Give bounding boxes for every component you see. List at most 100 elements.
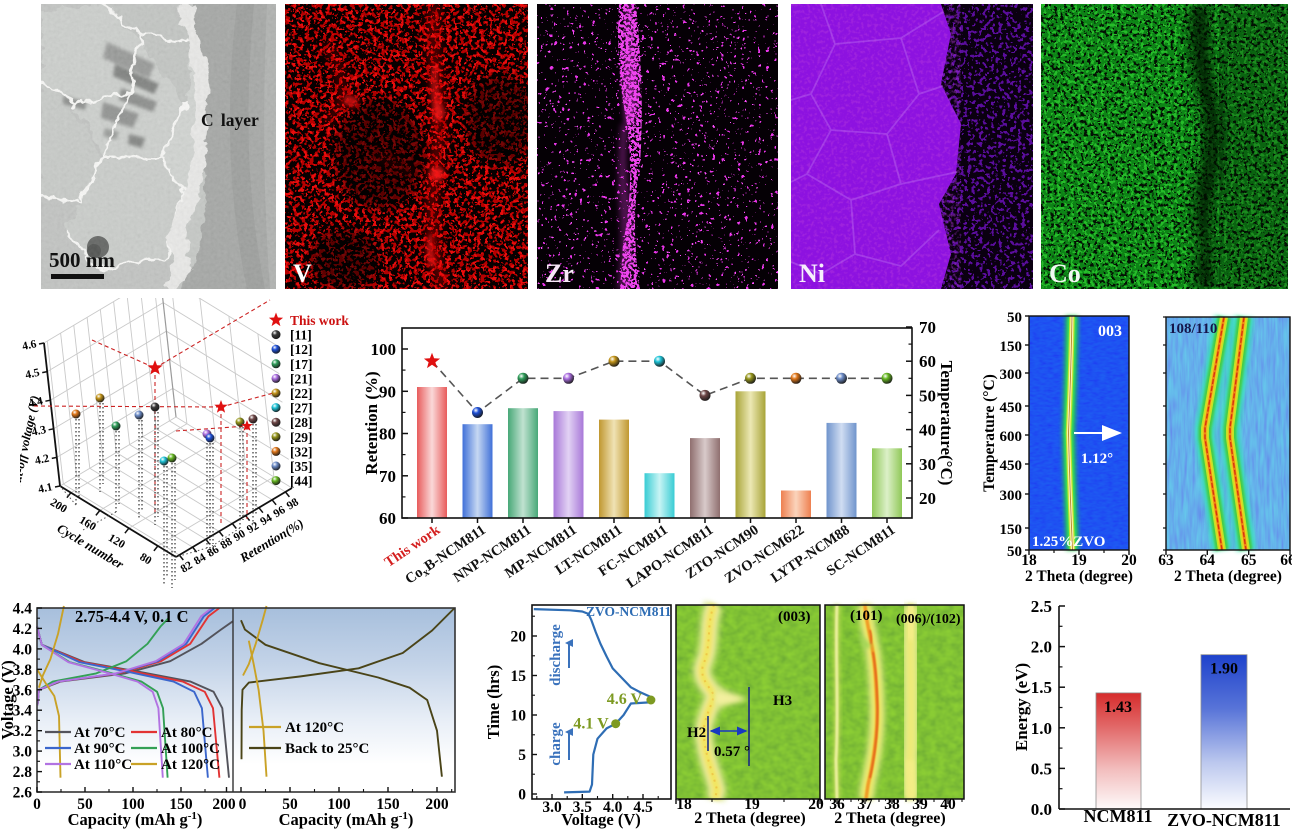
svg-text:3.0: 3.0 bbox=[542, 799, 562, 816]
svg-text:1.5: 1.5 bbox=[1031, 678, 1052, 697]
svg-text:ZVO-NCM811: ZVO-NCM811 bbox=[1167, 810, 1281, 830]
svg-text:[11]: [11] bbox=[290, 328, 312, 343]
svg-text:64: 64 bbox=[1200, 552, 1216, 569]
svg-text:1.0: 1.0 bbox=[1031, 719, 1052, 738]
svg-text:4.4: 4.4 bbox=[13, 601, 33, 618]
svg-text:4.3: 4.3 bbox=[31, 424, 48, 439]
svg-text:20: 20 bbox=[919, 489, 936, 508]
svg-text:150: 150 bbox=[376, 796, 400, 813]
svg-text:Capacity (mAh g-1): Capacity (mAh g-1) bbox=[279, 810, 414, 829]
svg-text:200: 200 bbox=[212, 796, 236, 813]
svg-text:At 120°C: At 120°C bbox=[161, 757, 220, 773]
svg-text:200: 200 bbox=[48, 497, 69, 516]
svg-text:NCM811: NCM811 bbox=[1084, 806, 1153, 826]
svg-text:[12]: [12] bbox=[290, 342, 313, 357]
svg-text:3.0: 3.0 bbox=[13, 744, 33, 761]
svg-text:4.1 V: 4.1 V bbox=[573, 716, 609, 733]
svg-text:(101): (101) bbox=[850, 608, 883, 624]
svg-text:[22]: [22] bbox=[290, 386, 313, 401]
svg-text:80: 80 bbox=[379, 425, 396, 444]
svg-text:2 Theta (degree): 2 Theta (degree) bbox=[1174, 568, 1282, 585]
svg-text:Cut-off voltage (V): Cut-off voltage (V) bbox=[20, 394, 42, 492]
svg-text:[28]: [28] bbox=[290, 415, 313, 430]
svg-text:50: 50 bbox=[1007, 544, 1022, 560]
svg-text:40: 40 bbox=[940, 796, 956, 813]
svg-text:60: 60 bbox=[379, 509, 396, 528]
svg-text:70: 70 bbox=[379, 467, 396, 486]
svg-text:This work: This work bbox=[290, 313, 349, 328]
svg-text:88: 88 bbox=[219, 536, 235, 552]
svg-text:4.2: 4.2 bbox=[34, 453, 51, 468]
svg-text:2.5: 2.5 bbox=[1031, 597, 1052, 616]
svg-text:4.1: 4.1 bbox=[37, 481, 54, 496]
svg-text:60: 60 bbox=[919, 352, 936, 371]
svg-text:300: 300 bbox=[1000, 488, 1023, 504]
svg-text:0.0: 0.0 bbox=[1031, 800, 1052, 819]
svg-text:Voltage (V): Voltage (V) bbox=[561, 810, 641, 829]
svg-text:[44]: [44] bbox=[290, 474, 313, 489]
svg-text:Voltage (V): Voltage (V) bbox=[0, 660, 17, 740]
svg-text:100: 100 bbox=[121, 796, 145, 813]
svg-text:18: 18 bbox=[1021, 552, 1037, 569]
svg-text:4.0: 4.0 bbox=[13, 641, 33, 658]
svg-text:[17]: [17] bbox=[290, 357, 313, 372]
svg-text:Retention (%): Retention (%) bbox=[362, 371, 381, 474]
svg-text:80: 80 bbox=[137, 551, 153, 567]
svg-text:4.2: 4.2 bbox=[13, 621, 33, 638]
svg-text:0.5: 0.5 bbox=[1031, 759, 1052, 778]
svg-text:96: 96 bbox=[272, 504, 288, 520]
svg-text:100: 100 bbox=[371, 340, 397, 359]
svg-text:0: 0 bbox=[239, 796, 247, 813]
svg-text:94: 94 bbox=[258, 512, 274, 528]
svg-text:1.12°: 1.12° bbox=[1081, 451, 1113, 467]
svg-text:0.57 °: 0.57 ° bbox=[714, 744, 750, 760]
svg-text:600: 600 bbox=[1000, 429, 1023, 445]
svg-text:4.5: 4.5 bbox=[24, 367, 41, 382]
svg-text:66: 66 bbox=[1280, 552, 1292, 569]
svg-text:At 120°C: At 120°C bbox=[285, 720, 344, 736]
svg-text:20: 20 bbox=[1121, 552, 1137, 569]
svg-text:Ni: Ni bbox=[799, 259, 825, 288]
svg-text:38: 38 bbox=[884, 796, 900, 813]
svg-text:Time (hrs): Time (hrs) bbox=[484, 665, 503, 739]
svg-text:2.6: 2.6 bbox=[13, 785, 33, 802]
svg-text:30: 30 bbox=[919, 455, 936, 474]
svg-text:50: 50 bbox=[77, 796, 93, 813]
svg-text:150: 150 bbox=[169, 796, 193, 813]
svg-text:20: 20 bbox=[808, 796, 824, 813]
svg-text:450: 450 bbox=[1000, 458, 1023, 474]
svg-text:4.6: 4.6 bbox=[21, 338, 38, 353]
svg-text:108/110: 108/110 bbox=[1169, 321, 1217, 337]
svg-text:19: 19 bbox=[744, 796, 760, 813]
svg-text:At 110°C: At 110°C bbox=[74, 757, 132, 773]
svg-text:Temperature (°C): Temperature (°C) bbox=[981, 374, 998, 492]
svg-text:84: 84 bbox=[192, 551, 208, 567]
svg-text:4.5: 4.5 bbox=[633, 799, 653, 816]
svg-text:200: 200 bbox=[425, 796, 449, 813]
svg-text:20: 20 bbox=[511, 629, 527, 646]
svg-text:63: 63 bbox=[1158, 552, 1174, 569]
svg-text:discharge: discharge bbox=[548, 624, 564, 686]
svg-text:50: 50 bbox=[919, 386, 936, 405]
svg-text:1.90: 1.90 bbox=[1210, 661, 1238, 678]
svg-text:3.8: 3.8 bbox=[13, 662, 33, 679]
svg-text:1.25%ZVO: 1.25%ZVO bbox=[1032, 534, 1105, 550]
svg-text:Capacity (mAh g-1): Capacity (mAh g-1) bbox=[68, 810, 203, 829]
svg-text:[32]: [32] bbox=[290, 444, 313, 459]
svg-text:36: 36 bbox=[829, 796, 845, 813]
svg-text:(003): (003) bbox=[778, 609, 811, 625]
svg-text:charge: charge bbox=[548, 722, 564, 766]
svg-text:[21]: [21] bbox=[290, 371, 313, 386]
svg-text:Energy (eV): Energy (eV) bbox=[1012, 663, 1031, 751]
svg-text:[35]: [35] bbox=[290, 459, 313, 474]
svg-text:0: 0 bbox=[33, 796, 41, 813]
svg-text:At 90°C: At 90°C bbox=[74, 741, 125, 757]
svg-text:2 Theta (degree): 2 Theta (degree) bbox=[834, 810, 945, 827]
svg-text:[29]: [29] bbox=[290, 430, 313, 445]
svg-text:2 Theta (degree): 2 Theta (degree) bbox=[694, 810, 805, 827]
svg-text:Temperature(°C): Temperature(°C) bbox=[937, 361, 956, 486]
svg-text:3.2: 3.2 bbox=[13, 723, 33, 740]
svg-text:50: 50 bbox=[1007, 310, 1022, 326]
svg-text:0: 0 bbox=[518, 787, 526, 804]
svg-text:450: 450 bbox=[1000, 400, 1023, 416]
